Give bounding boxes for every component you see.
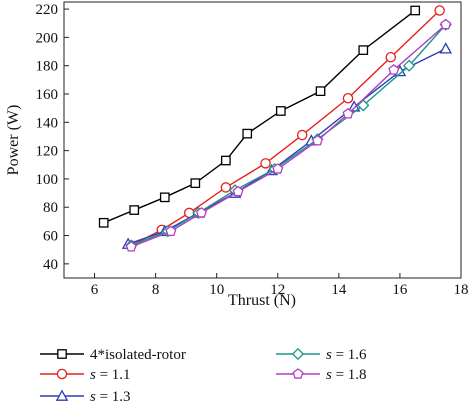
legend-item: s = 1.3 <box>40 389 131 405</box>
data-point <box>402 59 416 72</box>
data-point <box>195 207 207 218</box>
series-s-1-6 <box>125 18 452 252</box>
data-point <box>440 18 452 30</box>
legend-marker <box>56 368 68 380</box>
data-point <box>129 205 140 215</box>
series-s-1-3 <box>121 42 453 249</box>
data-point <box>232 185 244 197</box>
legend-label-variable: s <box>90 389 96 405</box>
series-s-1-1 <box>125 5 445 251</box>
data-point <box>242 128 253 139</box>
data-point <box>410 5 421 16</box>
series-line <box>130 24 447 248</box>
y-tick-label: 120 <box>36 144 59 160</box>
plot-frame <box>63 1 462 279</box>
series-4-isolated-rotor <box>98 5 421 228</box>
y-tick-label: 40 <box>43 257 58 273</box>
legend-label: s = 1.8 <box>326 367 367 383</box>
data-point <box>315 86 326 97</box>
data-point <box>342 92 354 104</box>
y-axis-title: Power (W) <box>5 105 22 176</box>
data-point <box>272 163 284 174</box>
data-point <box>221 155 231 166</box>
series-line <box>130 9 441 247</box>
y-tick-label: 80 <box>43 200 58 216</box>
y-tick-label: 180 <box>36 59 59 75</box>
data-point <box>388 64 400 75</box>
legend-label-variable: s <box>326 367 332 383</box>
legend-label: s = 1.1 <box>90 367 131 383</box>
legend-marker <box>291 347 305 361</box>
legend-item: s = 1.6 <box>276 347 367 363</box>
y-axis: 40 60 80 100 120 140 160 180 200 220 <box>36 2 69 273</box>
y-tick-label: 160 <box>36 87 59 103</box>
y-tick-label: 140 <box>36 115 59 131</box>
legend-label-variable: s <box>90 367 96 383</box>
data-point <box>296 129 308 141</box>
legend-item: s = 1.1 <box>40 367 131 383</box>
x-tick-label: 8 <box>152 282 160 298</box>
y-tick-label: 200 <box>36 30 59 46</box>
y-tick-label: 60 <box>43 229 58 245</box>
x-tick-label: 10 <box>209 282 224 298</box>
x-axis: 6 8 10 12 14 16 18 <box>91 273 469 298</box>
x-tick-label: 16 <box>392 282 408 298</box>
legend-marker <box>57 349 67 359</box>
legend-item: 4*isolated-rotor <box>40 347 186 363</box>
data-point <box>190 178 201 189</box>
x-tick-label: 14 <box>331 282 347 298</box>
series-s-1-8 <box>125 18 452 252</box>
legend-label: s = 1.6 <box>326 347 367 363</box>
data-point <box>165 225 177 236</box>
data-point <box>434 5 445 16</box>
data-point <box>220 182 232 193</box>
series-line <box>103 9 416 224</box>
legend-label: s = 1.3 <box>90 389 131 405</box>
legend-label-value: = 1.6 <box>332 347 367 363</box>
data-point <box>439 42 453 54</box>
legend-label-variable: s <box>326 347 332 363</box>
y-tick-label: 220 <box>36 2 59 18</box>
legend-label: 4*isolated-rotor <box>90 347 186 363</box>
data-point <box>159 192 170 203</box>
x-tick-label: 18 <box>454 282 469 298</box>
data-point <box>311 134 323 146</box>
legend-label-value: = 1.3 <box>96 389 131 405</box>
legend-marker <box>292 368 304 379</box>
x-axis-title: Thrust (N) <box>228 292 296 309</box>
series-layer <box>98 5 453 252</box>
data-point <box>357 99 370 112</box>
legend-label-value: = 1.1 <box>96 367 131 383</box>
data-point <box>125 241 137 252</box>
data-point <box>385 51 397 63</box>
x-tick-label: 12 <box>270 282 285 298</box>
legend-item: s = 1.8 <box>276 367 367 383</box>
data-point <box>342 108 354 119</box>
data-point <box>275 106 286 116</box>
legend-label-value: = 1.8 <box>332 367 367 383</box>
data-point <box>260 158 271 169</box>
legend-marker <box>55 389 69 401</box>
series-line <box>130 24 447 247</box>
data-point <box>98 217 109 228</box>
data-point <box>358 45 369 55</box>
y-tick-label: 100 <box>36 172 59 188</box>
x-tick-label: 6 <box>91 282 99 298</box>
